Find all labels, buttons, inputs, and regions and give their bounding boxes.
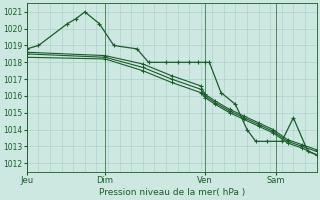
X-axis label: Pression niveau de la mer( hPa ): Pression niveau de la mer( hPa ) <box>99 188 245 197</box>
